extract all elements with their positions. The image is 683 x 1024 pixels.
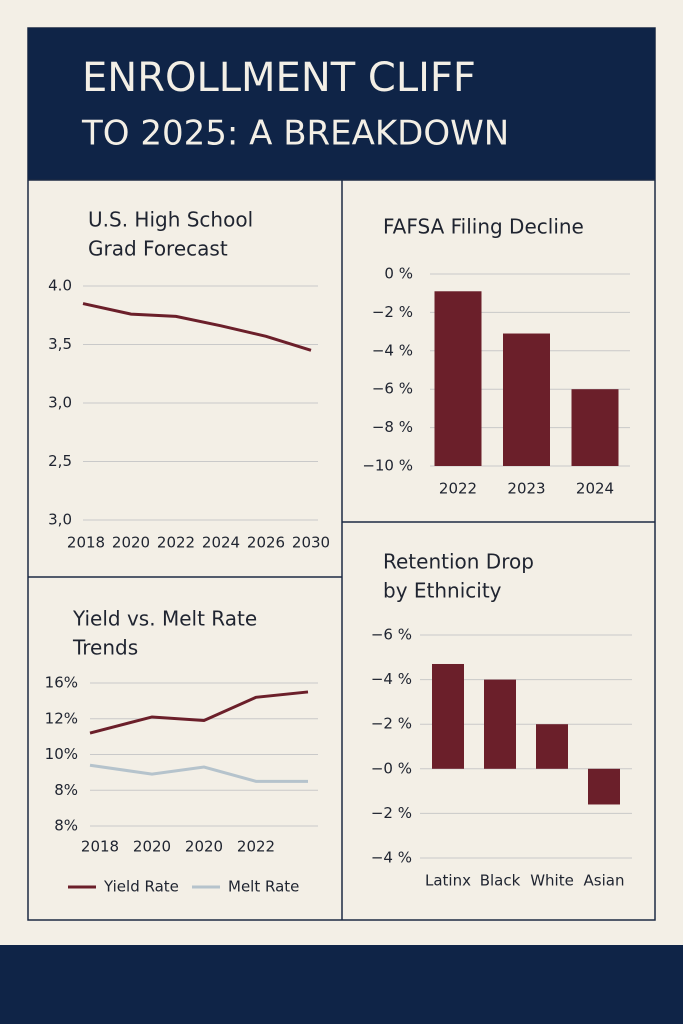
- chart-title: U.S. High School: [88, 208, 253, 232]
- x-tick-label: White: [530, 872, 574, 890]
- x-tick-label: 2030: [292, 534, 330, 552]
- x-tick-label: 2020: [133, 838, 171, 856]
- line: [89, 690, 309, 735]
- bar: [434, 291, 482, 466]
- header: [28, 28, 655, 180]
- y-tick-label: −2 %: [371, 715, 412, 733]
- y-tick-label: 2,5: [48, 452, 72, 470]
- chart-title: Retention Drop: [383, 550, 534, 574]
- line: [82, 302, 312, 352]
- chart-title: FAFSA Filing Decline: [383, 215, 584, 239]
- x-tick-label: 2022: [439, 480, 477, 498]
- y-tick-label: −4 %: [372, 341, 413, 359]
- x-tick-label: 2020: [112, 534, 150, 552]
- y-tick-label: −4 %: [371, 670, 412, 688]
- x-tick-label: 2022: [237, 838, 275, 856]
- chart-title: Trends: [72, 636, 138, 660]
- y-tick-label: 8%: [54, 817, 78, 835]
- x-tick-label: Asian: [584, 872, 625, 890]
- bar: [571, 389, 619, 466]
- y-tick-label: 0 %: [384, 265, 413, 283]
- x-tick-label: 2018: [67, 534, 105, 552]
- chart-title: by Ethnicity: [383, 579, 502, 603]
- x-tick-label: Latinx: [425, 872, 471, 890]
- y-tick-label: −0 %: [371, 759, 412, 777]
- legend-label: Yield Rate: [103, 878, 179, 896]
- y-tick-label: −6 %: [371, 626, 412, 644]
- x-tick-label: Black: [480, 872, 521, 890]
- x-tick-label: 2026: [247, 534, 285, 552]
- y-tick-label: 3,0: [48, 394, 72, 412]
- x-tick-label: 2022: [157, 534, 195, 552]
- y-tick-label: 3,0: [48, 511, 72, 529]
- footer: [0, 945, 683, 1024]
- y-tick-label: 4.0: [48, 277, 72, 295]
- y-tick-label: −2 %: [372, 303, 413, 321]
- y-tick-label: 10%: [45, 745, 78, 763]
- chart-title: Yield vs. Melt Rate: [72, 607, 257, 631]
- y-tick-label: 8%: [54, 781, 78, 799]
- x-tick-label: 2023: [507, 480, 545, 498]
- y-tick-label: 16%: [45, 674, 78, 692]
- x-tick-label: 2024: [576, 480, 614, 498]
- x-tick-label: 2020: [185, 838, 223, 856]
- title-line: ENROLLMENT CLIFF: [82, 55, 476, 101]
- title-line: TO 2025: A BREAKDOWN: [81, 114, 509, 154]
- y-tick-label: 12%: [45, 709, 78, 727]
- line: [89, 763, 308, 783]
- bar: [588, 768, 620, 805]
- y-tick-label: −8 %: [372, 418, 413, 436]
- y-tick-label: −6 %: [372, 380, 413, 398]
- y-tick-label: 3,5: [48, 335, 72, 353]
- x-tick-label: 2018: [81, 838, 119, 856]
- x-tick-label: 2024: [202, 534, 240, 552]
- chart-title: Grad Forecast: [88, 237, 228, 261]
- bar: [432, 663, 464, 769]
- y-tick-label: −2 %: [371, 804, 412, 822]
- bar: [503, 333, 550, 466]
- bar: [484, 679, 516, 769]
- y-tick-label: −4 %: [371, 849, 412, 867]
- bar: [536, 724, 568, 769]
- y-tick-label: −10 %: [362, 457, 413, 475]
- legend-label: Melt Rate: [228, 878, 299, 896]
